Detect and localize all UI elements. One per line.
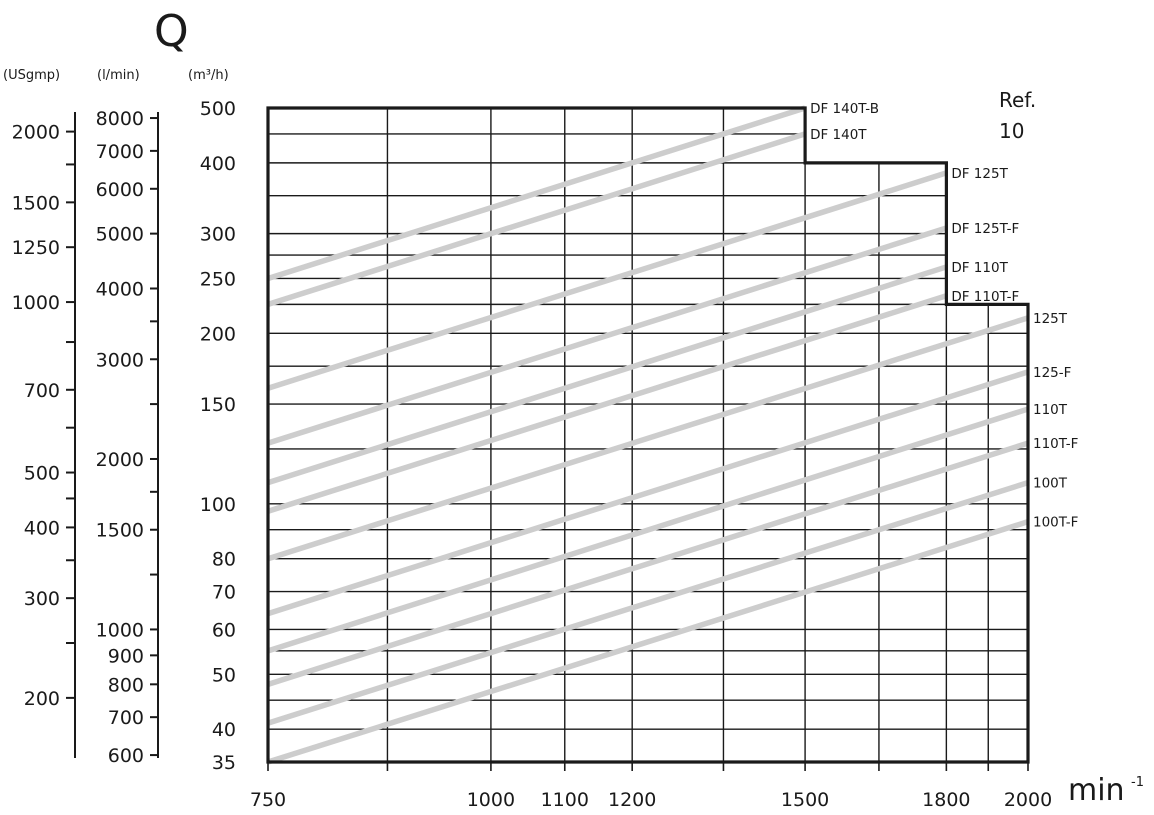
lmin-tick-label-3000: 3000 (96, 349, 144, 371)
m3h-tick-label-40: 40 (212, 719, 236, 741)
lmin-tick-label-1500: 1500 (96, 520, 144, 542)
curve-125t (267, 315, 1029, 562)
x-unit-exponent: -1 (1131, 775, 1144, 790)
curve-100t (267, 479, 1029, 726)
lmin-tick-label-2000: 2000 (96, 449, 144, 471)
pump-curves (267, 105, 1029, 765)
usgpm-tick-label-700: 700 (24, 380, 60, 402)
usgpm-tick-label-1000: 1000 (12, 292, 60, 314)
m3h-tick-label-200: 200 (200, 323, 236, 345)
curve-label-df-110t: DF 110T (951, 260, 1008, 276)
curve-label-df-110t-f: DF 110T-F (951, 289, 1019, 305)
curve-100t-f (267, 519, 1029, 765)
x-tick-label-1100: 1100 (541, 789, 589, 811)
x-tick-label-2000: 2000 (1004, 789, 1052, 811)
curve-label-100t: 100T (1033, 476, 1068, 492)
m3h-tick-label-300: 300 (200, 224, 236, 246)
lmin-tick-label-4000: 4000 (96, 279, 144, 301)
curve-110t-f (267, 440, 1029, 687)
x-unit-label: min (1068, 773, 1125, 808)
lmin-tick-label-700: 700 (108, 707, 144, 729)
lmin-tick-label-600: 600 (108, 745, 144, 767)
usgpm-tick-label-2000: 2000 (12, 122, 60, 144)
lmin-tick-label-900: 900 (108, 645, 144, 667)
curve-label-100t-f: 100T-F (1033, 515, 1078, 531)
lmin-tick-label-6000: 6000 (96, 179, 144, 201)
usgpm-unit-label: (USgmp) (3, 68, 60, 83)
usgpm-tick-label-300: 300 (24, 588, 60, 610)
curve-label-df-125t: DF 125T (951, 166, 1008, 182)
x-tick-label-1000: 1000 (467, 789, 515, 811)
m3h-tick-label-500: 500 (200, 98, 236, 120)
y-axes: 600 700 800 900 1000 1500 2000 3000 4000 5000 6000… (12, 98, 236, 774)
curve-df-140t-b (267, 105, 806, 282)
curve-label-125t: 125T (1033, 311, 1068, 327)
x-tick-label-1500: 1500 (781, 789, 829, 811)
curve-df-140t (267, 131, 806, 308)
flow-symbol-title: Q (154, 6, 189, 57)
curve-df-110t (267, 264, 948, 486)
envelope-outline (266, 106, 1030, 764)
curve-df-125t (267, 170, 948, 391)
x-axis: 750 1000 1100 1200 1500 1800 2000 (250, 762, 1052, 811)
reference-label: Ref. (999, 88, 1036, 112)
lmin-tick-label-5000: 5000 (96, 224, 144, 246)
m3h-tick-label-80: 80 (212, 549, 236, 571)
m3h-tick-label-50: 50 (212, 664, 236, 686)
grid (268, 108, 1028, 762)
m3h-tick-label-70: 70 (212, 582, 236, 604)
usgpm-tick-label-200: 200 (24, 688, 60, 710)
curve-110t (267, 406, 1029, 654)
x-tick-label-1200: 1200 (608, 789, 656, 811)
m3h-tick-label-150: 150 (200, 394, 236, 416)
curve-df-125t-f (267, 225, 948, 446)
curve-label-df-125t-f: DF 125T-F (951, 221, 1019, 237)
x-tick-label-1800: 1800 (922, 789, 970, 811)
curve-label-125-f: 125-F (1033, 365, 1071, 381)
lmin-tick-label-1000: 1000 (96, 619, 144, 641)
lmin-tick-label-7000: 7000 (96, 141, 144, 163)
lmin-tick-label-8000: 8000 (96, 108, 144, 130)
m3h-tick-label-250: 250 (200, 268, 236, 290)
curve-label-110t-f: 110T-F (1033, 436, 1078, 452)
curve-label-df-140t: DF 140T (810, 127, 867, 143)
x-tick-label-750: 750 (250, 789, 286, 811)
curve-labels: DF 140T-B DF 140T DF 125T DF 125T-F DF 110T D… (810, 101, 1078, 531)
usgpm-tick-label-1250: 1250 (12, 237, 60, 259)
usgpm-tick-label-500: 500 (24, 463, 60, 485)
m3h-tick-label-35: 35 (212, 752, 236, 774)
usgpm-tick-label-1500: 1500 (12, 192, 60, 214)
m3h-tick-label-60: 60 (212, 619, 236, 641)
curve-125-f (267, 369, 1029, 617)
curve-df-110t-f (267, 293, 948, 514)
curve-label-110t: 110T (1033, 402, 1068, 418)
usgpm-tick-label-400: 400 (24, 517, 60, 539)
limit-envelope (266, 106, 1030, 764)
reference-number: 10 (999, 119, 1024, 143)
m3h-tick-label-100: 100 (200, 494, 236, 516)
m3h-unit-label: (m³/h) (188, 68, 229, 83)
lmin-tick-label-800: 800 (108, 674, 144, 696)
m3h-tick-label-400: 400 (200, 153, 236, 175)
curve-label-df-140t-b: DF 140T-B (810, 101, 879, 117)
lmin-unit-label: (l/min) (97, 68, 140, 83)
